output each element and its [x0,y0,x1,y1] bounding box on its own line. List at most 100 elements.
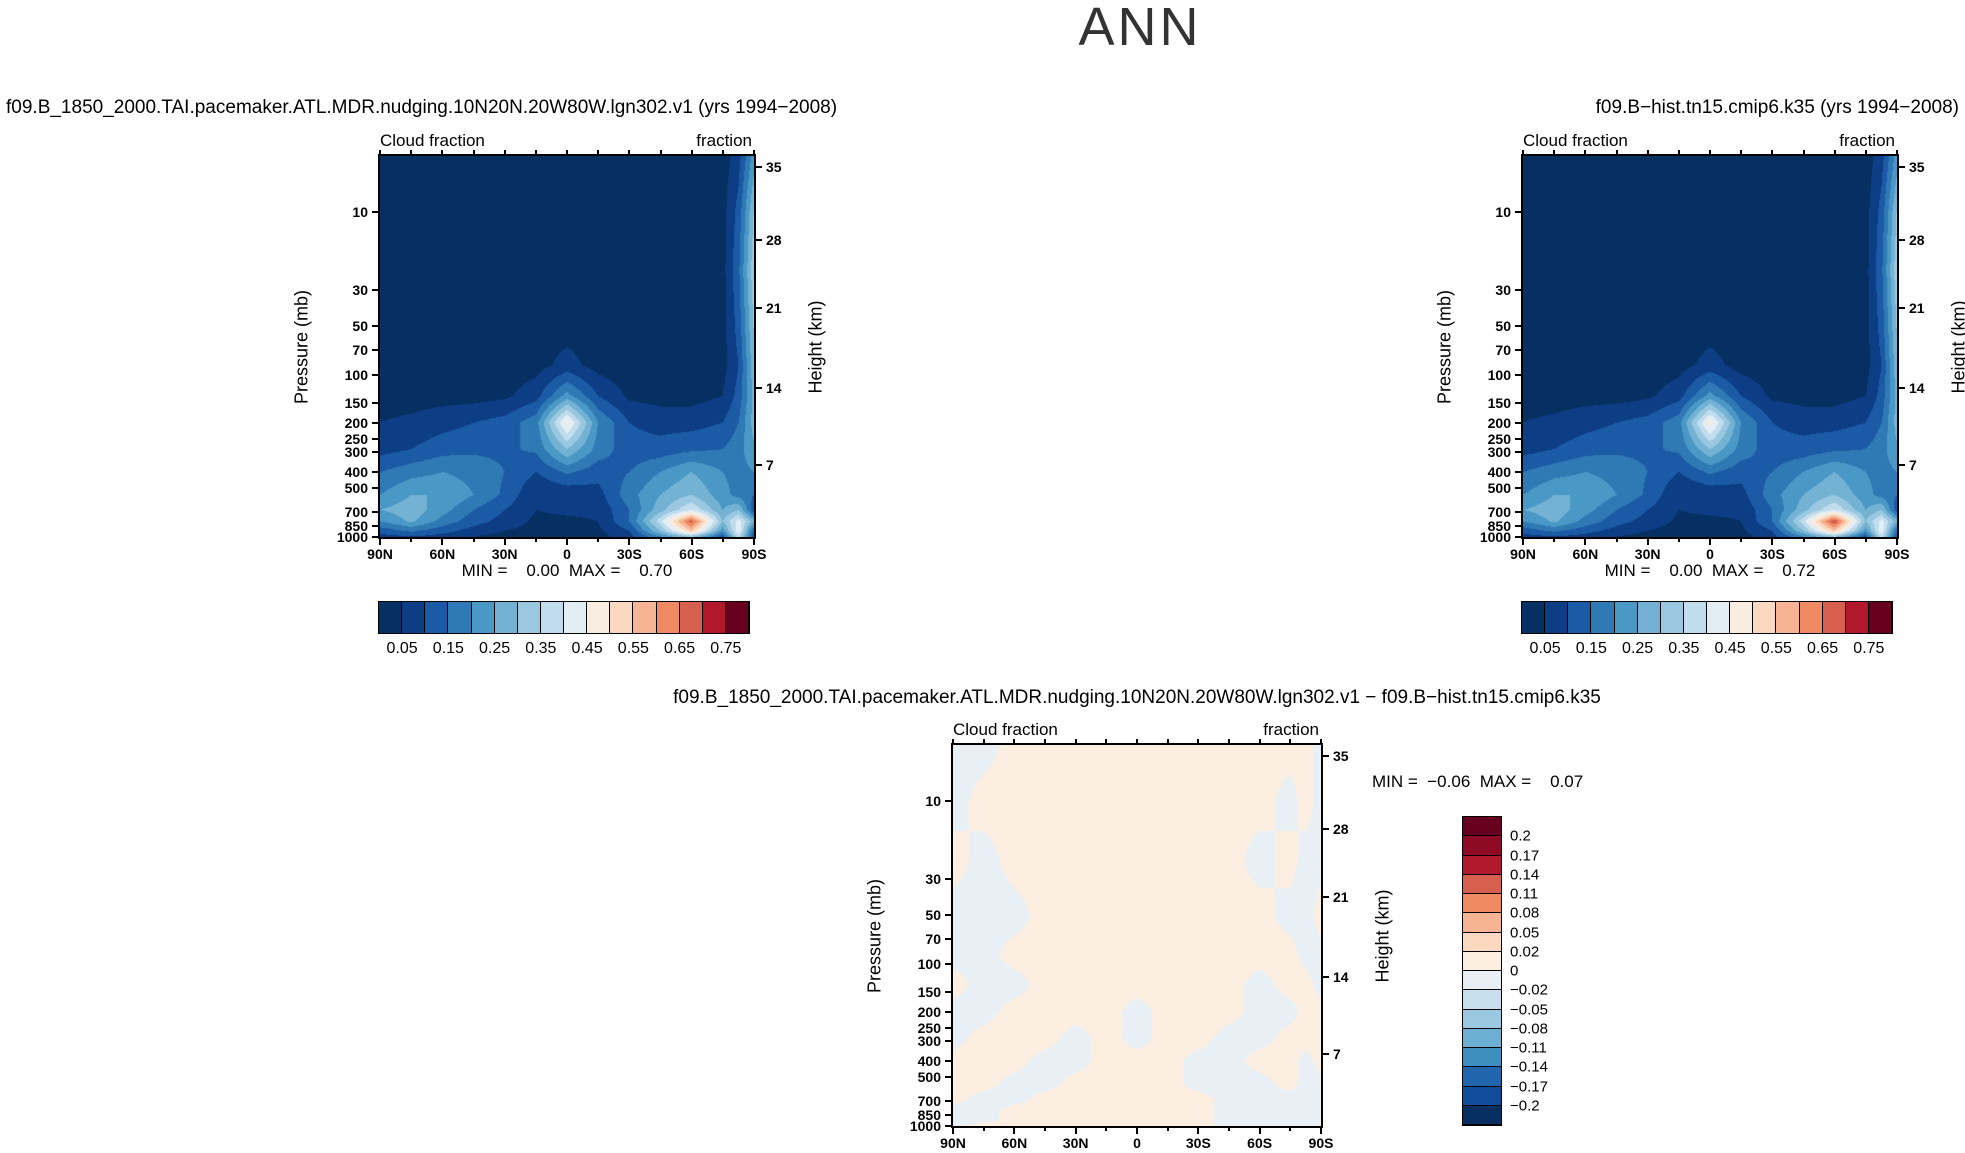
colorbar-segment [448,602,472,633]
colorbar-tick-label: −0.02 [1510,981,1548,999]
latitude-tick-label: 90S [741,546,767,562]
pressure-tick-mark [372,402,380,405]
pressure-tick-mark [372,348,380,351]
units-label: fraction [1263,720,1319,739]
pressure-tick-label: 10 [352,204,368,221]
colorbar-tick-label: 0.2 [1510,827,1531,845]
pressure-tick-mark [945,937,953,940]
height-axis-label: Height (km) [1372,888,1393,983]
panel-title-top-right: f09.B−hist.tn15.cmip6.k35 (yrs 1994−2008… [1595,97,1959,118]
colorbar-segment [1463,932,1501,952]
top-tick-mark [1896,150,1898,156]
top-tick-mark [1166,739,1169,745]
latitude-minor-tick-mark [472,537,475,542]
latitude-tick-mark [1258,1126,1261,1134]
pressure-tick-label: 30 [925,870,941,887]
colorbar-segment [517,602,541,633]
pressure-tick-label: 150 [344,395,368,412]
colorbar-segment [1463,1048,1501,1068]
pressure-tick-label: 700 [344,503,368,520]
colorbar-tick-label: 0.65 [1807,640,1839,657]
min-max-stats: MIN = 0.00 MAX = 0.70 [461,561,673,580]
top-tick-mark [690,150,693,156]
colorbar-tick-label: 0.15 [432,640,464,657]
latitude-tick-mark [1833,537,1836,545]
colorbar-tick-label: 0.14 [1510,866,1540,884]
pressure-tick-mark [372,487,380,490]
colorbar-segment [1799,602,1823,633]
pressure-tick-mark [372,438,380,441]
height-tick-label: 7 [766,456,774,473]
pressure-tick-mark [945,962,953,965]
latitude-tick-label: 0 [1133,1135,1141,1151]
pressure-tick-label: 10 [925,793,941,810]
latitude-tick-label: 30S [1185,1135,1211,1151]
height-tick-mark [754,387,762,390]
height-tick-label: 28 [766,231,782,248]
colorbar-tick-label: 0.45 [571,640,603,657]
pressure-tick-mark [945,1125,953,1127]
height-tick-label: 28 [1333,820,1349,837]
colorbar-tick-label: 0 [1510,962,1519,980]
pressure-tick-mark [1515,348,1523,351]
units-label: fraction [1839,131,1895,150]
pressure-tick-mark [945,1099,953,1102]
pressure-tick-label: 30 [352,281,368,298]
height-tick-label: 35 [1333,748,1349,765]
min-max-stats: MIN = 0.00 MAX = 0.72 [1604,561,1816,580]
colorbar-segment [1463,913,1501,933]
top-tick-mark [1709,150,1711,156]
colorbar-tick-label: 0.15 [1575,640,1607,657]
field-name-label: Cloud fraction [380,131,485,150]
colorbar-segment [1463,1067,1501,1087]
colorbar-segment [1463,874,1501,894]
colorbar-tick-label: −0.11 [1510,1039,1547,1057]
latitude-tick-label: 0 [563,546,571,562]
latitude-tick-mark [952,1126,954,1134]
latitude-minor-tick-mark [1615,537,1618,542]
colorbar-segment [402,602,426,633]
pressure-tick-mark [1515,451,1523,454]
top-tick-mark [379,150,381,156]
latitude-tick-mark [1771,537,1774,545]
pressure-tick-mark [1515,471,1523,474]
height-tick-mark [1897,307,1905,310]
pressure-tick-label: 70 [352,341,368,358]
latitude-minor-tick-mark [1289,1126,1292,1131]
pressure-tick-label: 300 [1487,444,1511,461]
height-tick-mark [754,307,762,310]
height-tick-label: 21 [766,300,782,317]
colorbar-tick-label: 0.45 [1714,640,1746,657]
latitude-tick-mark [379,537,381,545]
pressure-tick-mark [945,1060,953,1063]
pressure-tick-mark [945,1076,953,1079]
page-title: ANN [1078,0,1202,57]
pressure-tick-label: 1000 [1479,529,1511,545]
latitude-minor-tick-mark [1740,537,1743,542]
cloud-fraction-plot-model1: Cloud fraction fraction Pressure (mb) He… [292,131,826,580]
colorbar-tick-label: 0.05 [1510,924,1540,941]
height-tick-label: 21 [1909,300,1925,317]
colorbar-tick-label: 0.75 [1853,640,1885,657]
min-max-stats-difference: MIN = −0.06 MAX = 0.07 [1372,772,1584,791]
top-tick-mark [1740,150,1743,156]
pressure-tick-label: 400 [1487,464,1511,481]
top-tick-mark [1802,150,1805,156]
cloud-fraction-plot-model2: Cloud fraction fraction Pressure (mb) He… [1435,131,1965,580]
latitude-minor-tick-mark [410,537,413,542]
top-tick-mark [1553,150,1556,156]
colorbar-segment [656,602,680,633]
colorbar-segment [1730,602,1754,633]
pressure-tick-label: 150 [917,984,941,1001]
latitude-tick-label: 60N [1572,546,1599,562]
latitude-tick-mark [1074,1126,1077,1134]
latitude-minor-tick-mark [534,537,537,542]
pressure-tick-mark [372,324,380,327]
height-tick-label: 35 [766,159,782,176]
pressure-tick-mark [1515,422,1523,425]
pressure-tick-mark [1515,438,1523,441]
pressure-tick-mark [1515,510,1523,513]
latitude-tick-label: 30N [491,546,518,562]
pressure-tick-label: 200 [344,415,368,432]
pressure-tick-label: 400 [344,464,368,481]
